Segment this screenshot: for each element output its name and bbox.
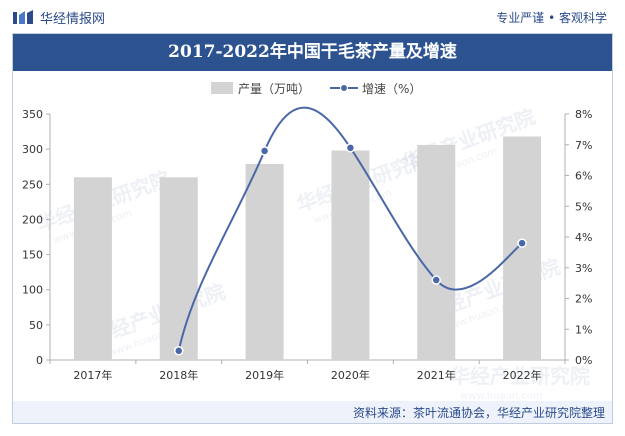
- brand: 华经情报网: [12, 6, 105, 28]
- y-left-tick-label: 150: [22, 249, 43, 262]
- bar-production: [503, 136, 542, 360]
- y-left-tick-label: 200: [22, 213, 43, 226]
- legend-marker-growth: [340, 84, 348, 92]
- source-note: 资料来源：茶叶流通协会，华经产业研究院整理: [352, 406, 605, 420]
- growth-point: [259, 146, 270, 156]
- y-right-tick-label: 5%: [575, 200, 592, 213]
- y-right-tick-label: 2%: [575, 293, 592, 306]
- y-left-tick-label: 250: [22, 178, 43, 191]
- bar-production: [245, 163, 284, 360]
- brand-logo-icon: [13, 10, 33, 24]
- growth-point: [174, 346, 184, 356]
- y-right-tick-label: 0%: [575, 354, 592, 367]
- x-tick-label: 2022年: [503, 368, 542, 382]
- source-bar: [12, 401, 613, 423]
- y-right-tick-label: 7%: [575, 139, 592, 152]
- y-left-tick-label: 350: [22, 108, 43, 121]
- legend-label-growth: 增速（%）: [362, 82, 421, 96]
- x-tick-label: 2019年: [245, 368, 284, 382]
- bars: [73, 136, 542, 360]
- watermark-url: www.huaon.com: [460, 391, 543, 402]
- x-tick-label: 2020年: [331, 368, 370, 382]
- growth-point: [517, 238, 527, 248]
- y-left-tick-label: 0: [36, 354, 43, 367]
- x-tick-label: 2021年: [417, 368, 456, 382]
- chart-title: 2017-2022年中国干毛茶产量及增速: [12, 33, 613, 71]
- x-tick-label: 2017年: [73, 368, 112, 382]
- growth-point: [345, 143, 356, 153]
- bar-production: [73, 177, 112, 360]
- bar-production: [159, 177, 198, 360]
- brand-name: 华经情报网: [40, 11, 106, 27]
- legend-label-production: 产量（万吨）: [238, 82, 310, 96]
- y-right-tick-label: 6%: [575, 170, 592, 183]
- bar-production: [331, 150, 370, 360]
- legend: 产量（万吨） 增速（%）: [211, 82, 421, 96]
- y-right-tick-label: 1%: [575, 323, 592, 336]
- tagline: 专业严谨 • 客观科学: [496, 11, 607, 25]
- growth-line: [174, 106, 527, 356]
- axes: 0 50 100 150 200 250 300 350 0% 1% 2% 3% 4% 5% 6% 7% 8% 2…: [22, 108, 592, 382]
- y-left-tick-label: 300: [22, 143, 43, 156]
- watermark-text: 华经产业研究院: [450, 364, 590, 388]
- y-right-tick-label: 4%: [575, 231, 592, 244]
- y-right-tick-label: 3%: [575, 262, 592, 275]
- y-left-tick-label: 100: [22, 284, 43, 297]
- y-left-tick-label: 50: [29, 319, 43, 332]
- x-tick-label: 2018年: [159, 368, 198, 382]
- growth-point: [431, 275, 441, 285]
- y-right-tick-label: 8%: [575, 108, 592, 121]
- bar-production: [417, 144, 456, 360]
- growth-line-path: [177, 106, 523, 351]
- legend-swatch-production: [211, 82, 233, 94]
